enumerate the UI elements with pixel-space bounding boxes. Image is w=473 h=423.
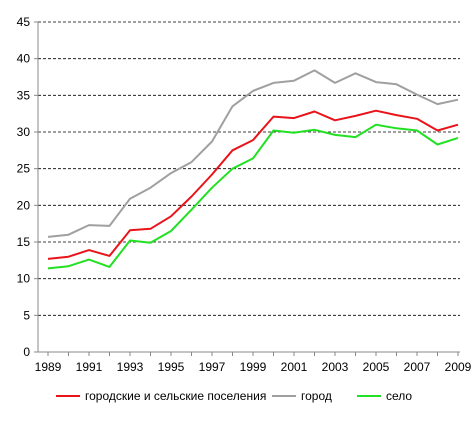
legend-label-0: городские и сельские поселения <box>85 389 266 403</box>
gridlines <box>38 21 460 316</box>
x-tick-label: 2003 <box>322 360 349 374</box>
y-tick-label: 30 <box>17 125 31 139</box>
x-tick-label: 1989 <box>35 360 62 374</box>
y-tick-label: 5 <box>23 308 30 322</box>
legend: городские и сельские поселения город село <box>56 389 412 403</box>
axes <box>37 22 460 353</box>
series-line-0 <box>47 109 459 260</box>
x-tick-label: 1999 <box>240 360 267 374</box>
series-line-2 <box>47 123 459 270</box>
x-tick-label: 2009 <box>445 360 472 374</box>
y-tick-label: 40 <box>17 52 31 66</box>
y-tick-label: 10 <box>17 272 31 286</box>
y-tick-label: 15 <box>17 235 31 249</box>
x-tick-label: 1993 <box>117 360 144 374</box>
y-tick-label: 20 <box>17 198 31 212</box>
y-tick-label: 35 <box>17 88 31 102</box>
series-lines <box>47 69 459 270</box>
legend-label-1: город <box>301 389 332 403</box>
legend-label-2: село <box>386 389 412 403</box>
series-line-1 <box>47 69 459 238</box>
x-tick-label: 2005 <box>363 360 390 374</box>
y-tick-label: 45 <box>17 15 31 29</box>
y-axis-ticks: 0 5 10 15 20 25 30 35 40 45 <box>17 15 38 359</box>
x-tick-label: 1991 <box>76 360 103 374</box>
x-tick-label: 2001 <box>281 360 308 374</box>
x-tick-label: 1995 <box>158 360 185 374</box>
x-axis-ticks: 1989 1991 1993 1995 1997 1999 2001 2003 2005 2007… <box>35 352 472 374</box>
y-tick-label: 0 <box>23 345 30 359</box>
y-tick-label: 25 <box>17 162 31 176</box>
x-tick-label: 1997 <box>199 360 226 374</box>
x-tick-label: 2007 <box>404 360 431 374</box>
